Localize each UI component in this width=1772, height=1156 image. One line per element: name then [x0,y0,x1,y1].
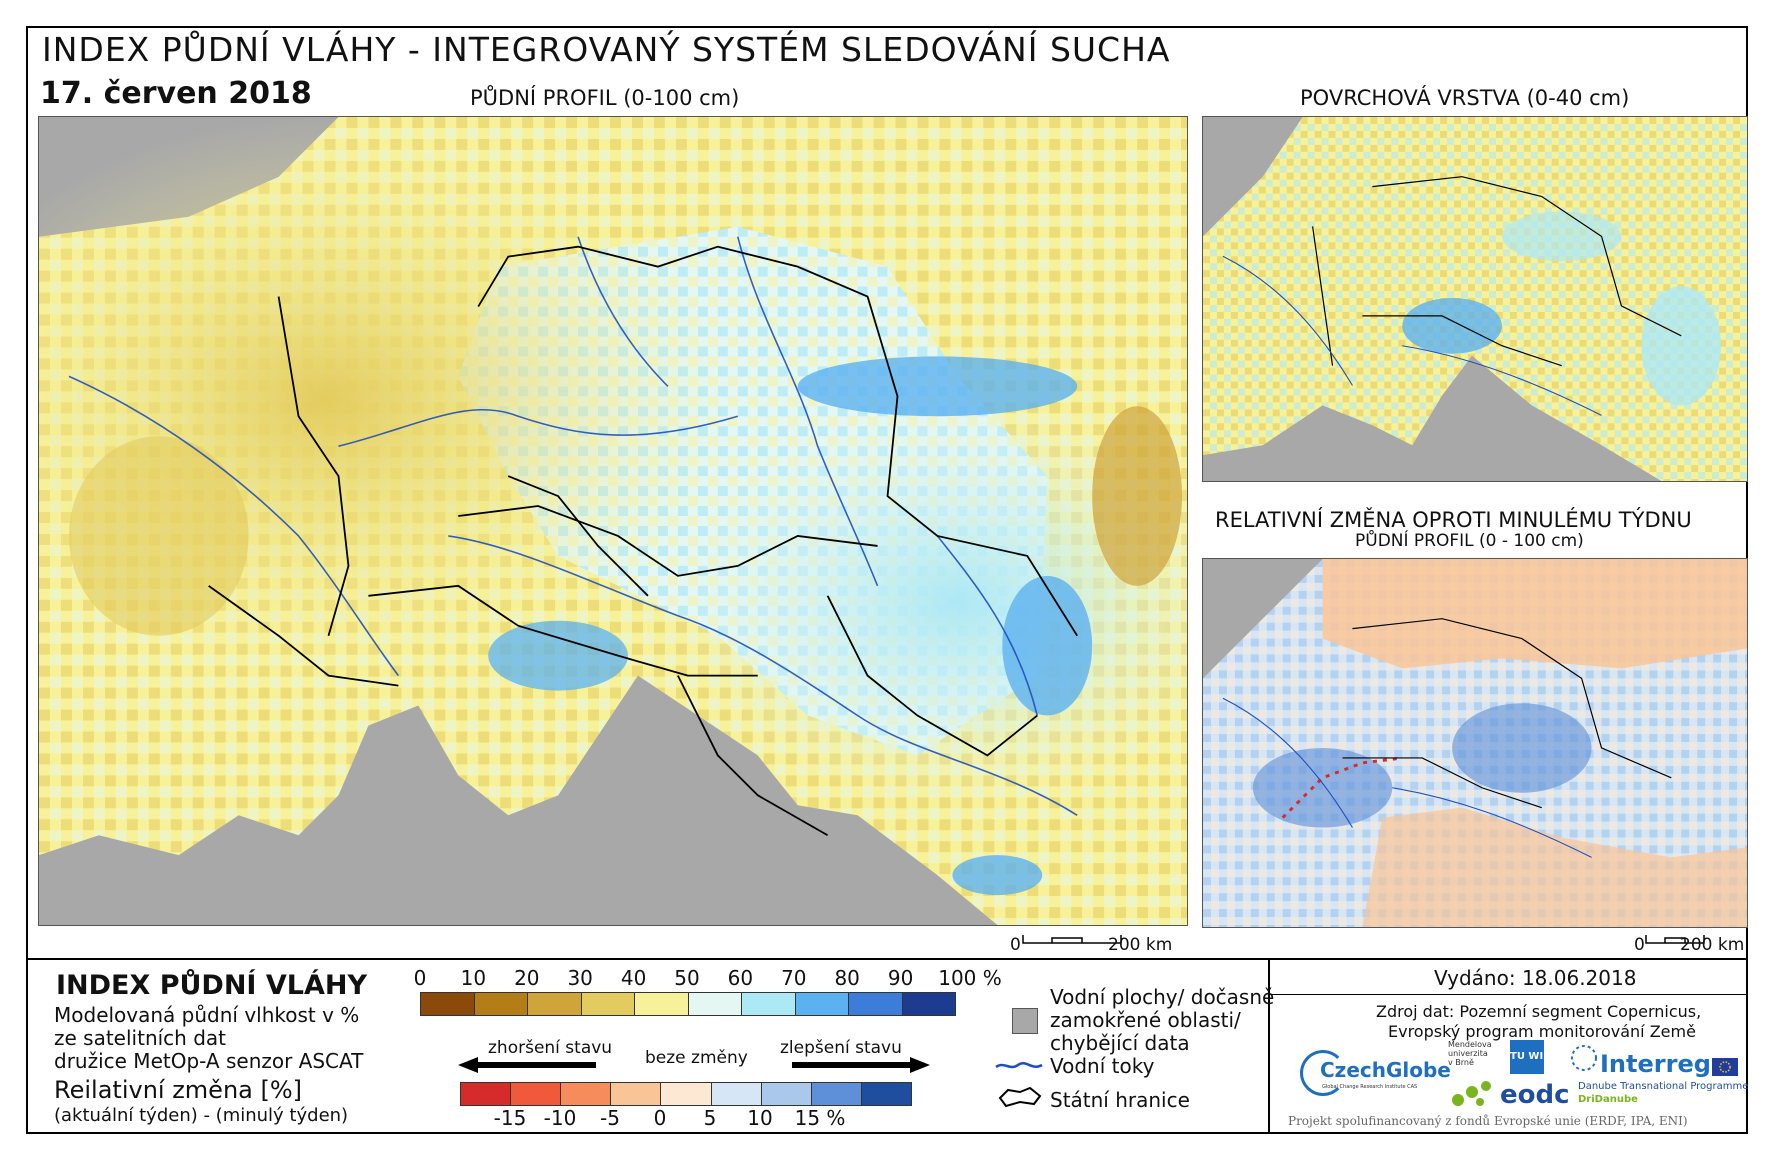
weekly-change-map [1202,558,1748,928]
change-swatch-7 [811,1083,862,1105]
index-swatch-4 [635,993,689,1015]
change-tick-3: 0 [653,1106,667,1130]
index-swatch-6 [742,993,796,1015]
index-tick-0: 0 [413,966,427,990]
legend-divider [26,958,1748,960]
water-label-3: chybějící data [1050,1031,1190,1055]
rivers-label: Vodní toky [1050,1054,1155,1078]
change-map-label: RELATIVNÍ ZMĚNA OPROTI MINULÉMU TÝDNU [1215,508,1692,532]
change-legend-desc: (aktuální týden) - (minulý týden) [54,1105,349,1126]
index-tick-9: 90 [887,966,914,990]
index-tick-8: 80 [834,966,860,990]
change-swatch-4 [661,1083,712,1105]
index-swatch-9 [902,993,955,1015]
main-scale-zero: 0 [1010,935,1021,955]
index-tick-2: 20 [514,966,540,990]
tu-wien-logo: TU WIEN [1510,1040,1558,1074]
mendel-university-logo: Mendelova univerzita v Brně [1448,1040,1492,1067]
trend-arrow [456,1055,932,1075]
change-tick-4: 5 [703,1106,717,1130]
index-swatch-7 [795,993,849,1015]
index-tick-3: 30 [567,966,593,990]
change-tick-1: -10 [543,1106,577,1130]
eodc-logo: eodc [1500,1080,1570,1110]
border-icon [994,1086,1044,1108]
index-tick-1: 10 [460,966,487,990]
index-swatch-8 [849,993,903,1015]
change-swatch-3 [611,1083,662,1105]
index-tick-6: 60 [727,966,754,990]
main-scale-bar [1022,930,1122,944]
surface-layer-map [1202,116,1748,482]
source-line-2: Evropský program monitorování Země [1388,1022,1696,1041]
report-date: 17. červen 2018 [40,76,312,111]
change-scale-label: 200 km [1680,935,1745,955]
change-map-sublabel: PŮDNÍ PROFIL (0 - 100 cm) [1355,531,1584,551]
interreg-emblem-icon [1570,1044,1598,1072]
water-label-1: Vodní plochy/ dočasně [1050,985,1275,1009]
worse-label: zhoršení stavu [488,1038,613,1058]
borders-label: Státní hranice [1050,1088,1190,1112]
index-color-bar [420,992,956,1016]
main-soil-moisture-map [38,116,1188,926]
index-tick-4: 40 [620,966,647,990]
change-swatch-2 [561,1083,612,1105]
surface-map-label: POVRCHOVÁ VRSTVA (0-40 cm) [1300,86,1630,110]
interreg-programme: Danube Transnational Programme [1578,1081,1749,1092]
legend-desc-1: Modelovaná půdní vlhkost v % [54,1003,360,1027]
index-swatch-3 [581,993,635,1015]
main-map-label: PŮDNÍ PROFIL (0-100 cm) [470,86,740,110]
change-tick-0: -15 [493,1106,527,1130]
change-tick-6: 15 % [794,1106,846,1130]
change-swatch-5 [711,1083,762,1105]
change-scale-bar [1645,930,1705,944]
index-swatch-5 [688,993,742,1015]
page-title: INDEX PŮDNÍ VLÁHY - INTEGROVANÝ SYSTÉM S… [42,30,1171,69]
legend-desc-2: ze satelitních dat [54,1026,226,1050]
better-label: zlepšení stavu [780,1038,902,1058]
issued-divider [1268,994,1748,995]
index-tick-7: 70 [781,966,807,990]
mendel-dots-icon [1450,1080,1500,1108]
legend-title: INDEX PŮDNÍ VLÁHY [56,970,368,1001]
index-swatch-1 [474,993,528,1015]
legend-desc-3: družice MetOp-A senzor ASCAT [54,1049,364,1073]
nochange-label: beze změny [645,1048,748,1068]
index-swatch-0 [421,993,475,1015]
index-swatch-2 [528,993,582,1015]
change-scale-zero: 0 [1634,935,1645,955]
water-swatch [1012,1008,1038,1034]
info-divider [1268,958,1270,1134]
change-legend-title: Reilativní změna [%] [54,1076,303,1104]
main-scale-label: 200 km [1108,935,1173,955]
change-color-bar [460,1082,912,1106]
river-icon [994,1058,1044,1072]
change-swatch-6 [761,1083,812,1105]
change-swatch-1 [511,1083,562,1105]
index-tick-10: 100 % [938,966,1002,990]
issued-date: Vydáno: 18.06.2018 [1434,966,1637,990]
change-tick-5: 10 [747,1106,773,1130]
dridanube-label: DriDanube [1578,1094,1638,1105]
change-tick-2: -5 [600,1106,620,1130]
interreg-logo: Interreg [1600,1050,1711,1078]
source-line-1: Zdroj dat: Pozemní segment Copernicus, [1376,1002,1702,1021]
index-tick-5: 50 [674,966,700,990]
change-swatch-0 [461,1083,512,1105]
eu-flag-icon [1712,1058,1738,1076]
eu-funding-note: Projekt spolufinancovaný z fondů Evropsk… [1288,1114,1688,1128]
change-swatch-8 [861,1083,911,1105]
water-label-2: zamokřené oblasti/ [1050,1008,1241,1032]
